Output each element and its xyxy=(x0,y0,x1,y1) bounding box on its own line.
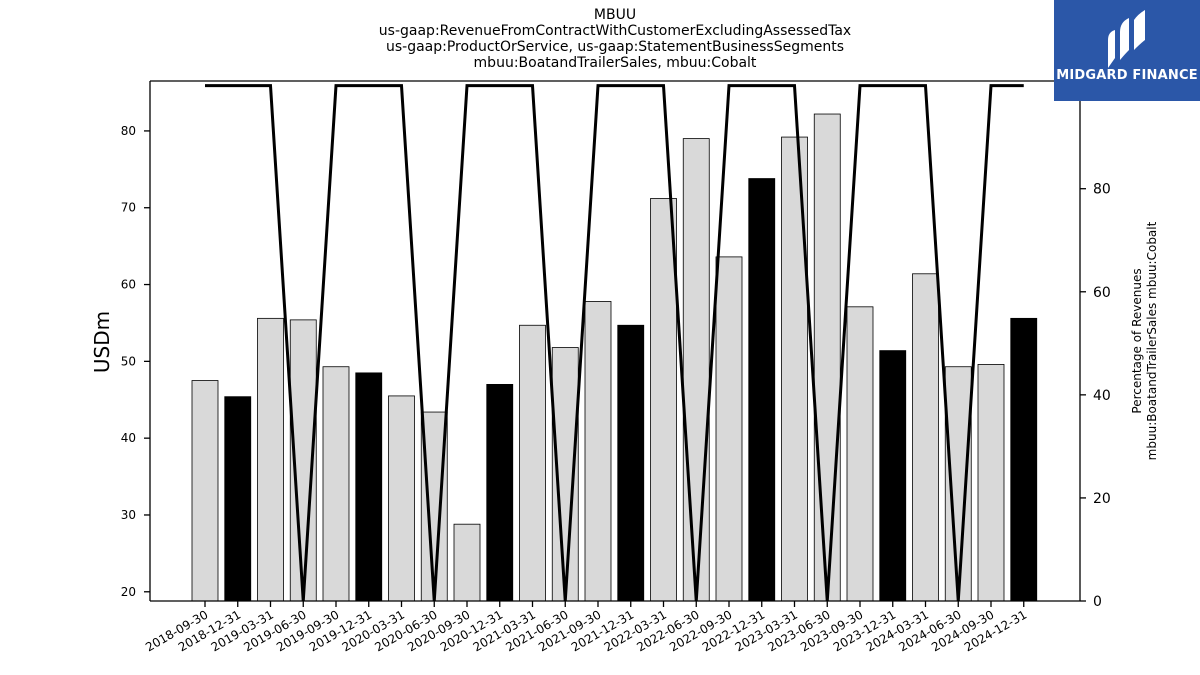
y2-axis-ticks: 020406080100 xyxy=(1080,79,1120,610)
bar xyxy=(879,350,907,602)
y2-tick-label: 0 xyxy=(1093,594,1102,610)
title-line: us-gaap:RevenueFromContractWithCustomerE… xyxy=(378,23,852,39)
bar xyxy=(715,256,743,602)
title-line: us-gaap:ProductOrService, us-gaap:Statem… xyxy=(385,39,844,55)
bar xyxy=(650,198,677,602)
bar xyxy=(486,383,514,602)
bar xyxy=(813,113,841,602)
axes xyxy=(149,80,1081,602)
bar xyxy=(224,396,252,602)
y2-tick-label: 20 xyxy=(1093,491,1111,507)
y-tick-label: 20 xyxy=(121,585,136,599)
y-axis-ticks: 20 30 40 50 60 70 80 xyxy=(121,124,150,599)
y-axis-label: USDm xyxy=(90,311,114,373)
brand-mark-icon xyxy=(1108,10,1145,68)
x-axis-ticks: 2018-09-302018-12-312019-03-312019-06-30… xyxy=(143,601,1029,654)
bar xyxy=(322,366,350,602)
bar xyxy=(519,324,546,602)
brand-name: MIDGARD FINANCE xyxy=(1056,68,1198,83)
title-line: mbuu:BoatandTrailerSales, mbuu:Cobalt xyxy=(473,55,757,71)
y2-axis-label: Percentage of Revenues mbuu:BoatandTraile… xyxy=(1130,221,1159,460)
bar xyxy=(191,380,219,602)
bar xyxy=(846,306,874,602)
bar xyxy=(388,395,415,602)
y2-tick-label: 80 xyxy=(1093,182,1111,198)
y-tick-label: 70 xyxy=(121,201,136,215)
title-line: MBUU xyxy=(593,7,637,23)
bar xyxy=(682,138,710,602)
y2-axis-label-line: mbuu:BoatandTrailerSales mbuu:Cobalt xyxy=(1145,221,1159,460)
y2-tick-label: 40 xyxy=(1093,388,1111,404)
bar xyxy=(584,301,612,602)
bar xyxy=(944,366,972,602)
y2-tick-label: 60 xyxy=(1093,285,1111,301)
bar xyxy=(355,372,383,602)
y-tick-label: 60 xyxy=(121,278,136,292)
bar xyxy=(977,364,1005,602)
bar xyxy=(912,273,939,602)
percentage-line-series xyxy=(205,84,1024,602)
bar xyxy=(257,317,284,602)
y-tick-label: 30 xyxy=(121,508,136,522)
percentage-line xyxy=(205,84,1024,602)
chart-title: MBUU us-gaap:RevenueFromContractWithCust… xyxy=(215,7,1015,71)
bar xyxy=(617,324,645,602)
y2-axis-label-line: Percentage of Revenues xyxy=(1130,268,1144,413)
y-tick-label: 80 xyxy=(121,124,136,138)
brand-logo: MIDGARD FINANCE xyxy=(1054,0,1200,101)
bar xyxy=(748,178,776,602)
y-tick-label: 40 xyxy=(121,431,136,445)
y-tick-label: 50 xyxy=(121,354,136,368)
bar xyxy=(1010,317,1038,602)
bar xyxy=(453,523,481,602)
